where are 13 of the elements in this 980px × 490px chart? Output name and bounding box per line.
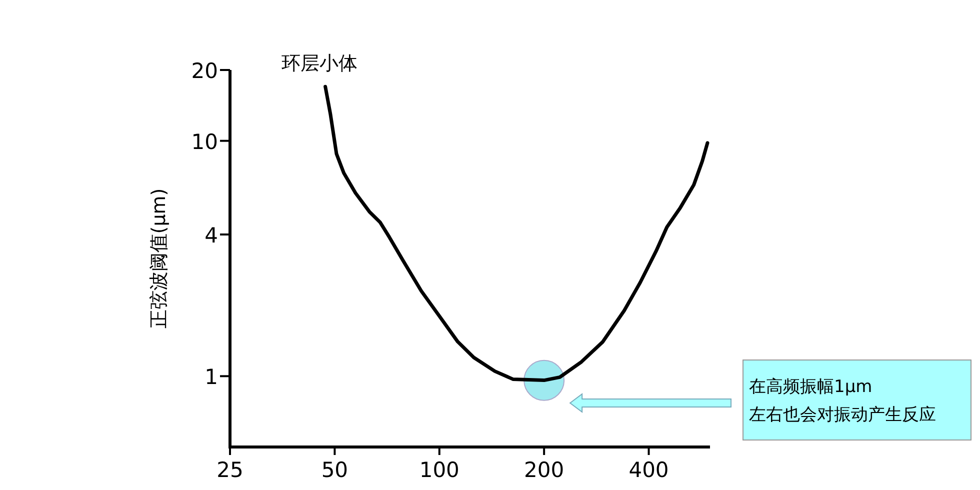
x-tick-label: 200 — [524, 458, 564, 482]
y-tick-label: 20 — [191, 59, 218, 83]
x-tick-label: 400 — [628, 458, 669, 482]
annotation: 左右也会对振动产生反应 — [749, 405, 936, 425]
y-tick-label: 1 — [204, 365, 218, 390]
x-tick-label: 25 — [216, 458, 244, 482]
y-tick-label: 10 — [191, 130, 218, 154]
series-label: 环层小体 — [281, 52, 358, 75]
annotation: 在高频振幅1μm — [749, 377, 872, 397]
y-tick-label: 4 — [204, 223, 218, 248]
x-tick-label: 100 — [419, 458, 460, 482]
y-axis-title: 正弦波阈值(μm) — [148, 188, 170, 329]
x-tick-label: 50 — [321, 458, 348, 482]
